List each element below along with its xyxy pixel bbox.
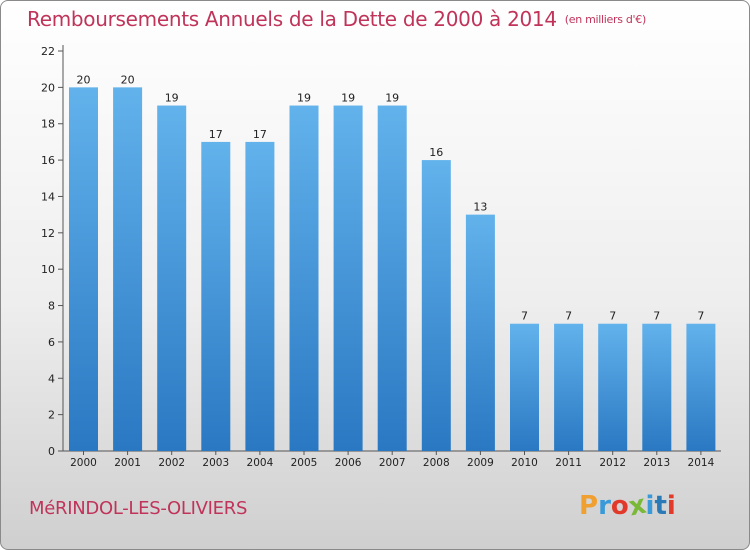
bar-value-label: 7 xyxy=(521,310,528,323)
x-tick-label: 2003 xyxy=(202,457,229,469)
y-tick-label: 12 xyxy=(41,227,55,240)
y-tick-label: 2 xyxy=(48,409,55,422)
bar-value-label: 7 xyxy=(609,310,616,323)
y-tick-label: 8 xyxy=(48,300,55,313)
x-tick-label: 2012 xyxy=(599,457,626,469)
x-tick-label: 2008 xyxy=(423,457,450,469)
bar-value-label: 19 xyxy=(297,92,311,105)
bar xyxy=(465,214,495,451)
x-tick-label: 2004 xyxy=(247,457,274,469)
location-name: MéRINDOL-LES-OLIVIERS xyxy=(29,498,248,519)
bar xyxy=(69,87,98,451)
chart-title: Remboursements Annuels de la Dette de 20… xyxy=(27,7,646,31)
bar-value-label: 17 xyxy=(209,128,223,141)
y-tick-label: 4 xyxy=(48,372,55,385)
bar xyxy=(686,323,716,451)
chart-title-text: Remboursements Annuels de la Dette de 20… xyxy=(27,7,557,31)
x-tick-label: 2011 xyxy=(555,457,582,469)
chart-bars xyxy=(69,87,716,451)
x-tick-label: 2006 xyxy=(335,457,362,469)
x-tick-label: 2010 xyxy=(511,457,538,469)
proxiti-logo[interactable]: Proxiti xyxy=(579,490,676,523)
bar xyxy=(598,323,628,451)
bar-value-label: 19 xyxy=(165,92,179,105)
logo-letter: t xyxy=(654,491,667,521)
x-tick-label: 2014 xyxy=(688,457,715,469)
y-tick-label: 6 xyxy=(48,336,55,349)
y-tick-label: 18 xyxy=(41,118,55,131)
bar xyxy=(289,105,319,451)
bar xyxy=(642,323,672,451)
bar-value-label: 13 xyxy=(473,201,487,214)
bar-value-label: 20 xyxy=(121,73,135,86)
bar xyxy=(157,105,187,451)
logo-letter: P xyxy=(579,491,599,521)
logo-letter: r xyxy=(598,491,611,521)
chart-y-tick-labels: 0 2 4 6 8 10 12 14 16 18 20 22 xyxy=(41,45,55,458)
bar xyxy=(510,323,539,451)
x-tick-label: 2013 xyxy=(643,457,670,469)
y-tick-label: 16 xyxy=(41,154,55,167)
x-tick-label: 2007 xyxy=(379,457,406,469)
logo-letter: o xyxy=(610,491,629,521)
y-tick-label: 0 xyxy=(48,445,55,458)
x-tick-label: 2009 xyxy=(467,457,494,469)
chart-x-tick-labels: 2000 2001 2002 2003 2004 2005 2006 2007 2008 2009… xyxy=(70,457,714,469)
bar xyxy=(377,105,407,451)
chart-subtitle: (en milliers d'€) xyxy=(564,13,646,26)
bar-value-label: 7 xyxy=(565,310,572,323)
y-tick-label: 22 xyxy=(41,45,55,58)
bar-value-label: 20 xyxy=(77,73,91,86)
bar xyxy=(113,87,143,451)
y-tick-label: 10 xyxy=(41,263,55,276)
logo-letter: i xyxy=(666,491,676,521)
x-tick-label: 2000 xyxy=(70,457,97,469)
bar xyxy=(333,105,363,451)
bar-value-label: 16 xyxy=(429,146,443,159)
bar-value-label: 19 xyxy=(385,92,399,105)
chart-data-labels: 20 20 19 17 17 19 19 19 16 13 7 7 7 7 7 xyxy=(77,73,705,322)
bar xyxy=(245,141,275,451)
logo-letter: i xyxy=(645,491,655,521)
y-tick-label: 14 xyxy=(41,190,55,203)
bar-value-label: 19 xyxy=(341,92,355,105)
bar xyxy=(201,141,231,451)
x-tick-label: 2005 xyxy=(291,457,318,469)
bar-value-label: 17 xyxy=(253,128,267,141)
y-tick-label: 20 xyxy=(41,81,55,94)
bar xyxy=(554,323,584,451)
bar-value-label: 7 xyxy=(697,310,704,323)
bar-value-label: 7 xyxy=(653,310,660,323)
bar xyxy=(421,160,451,451)
x-tick-label: 2002 xyxy=(158,457,185,469)
x-tick-label: 2001 xyxy=(114,457,141,469)
